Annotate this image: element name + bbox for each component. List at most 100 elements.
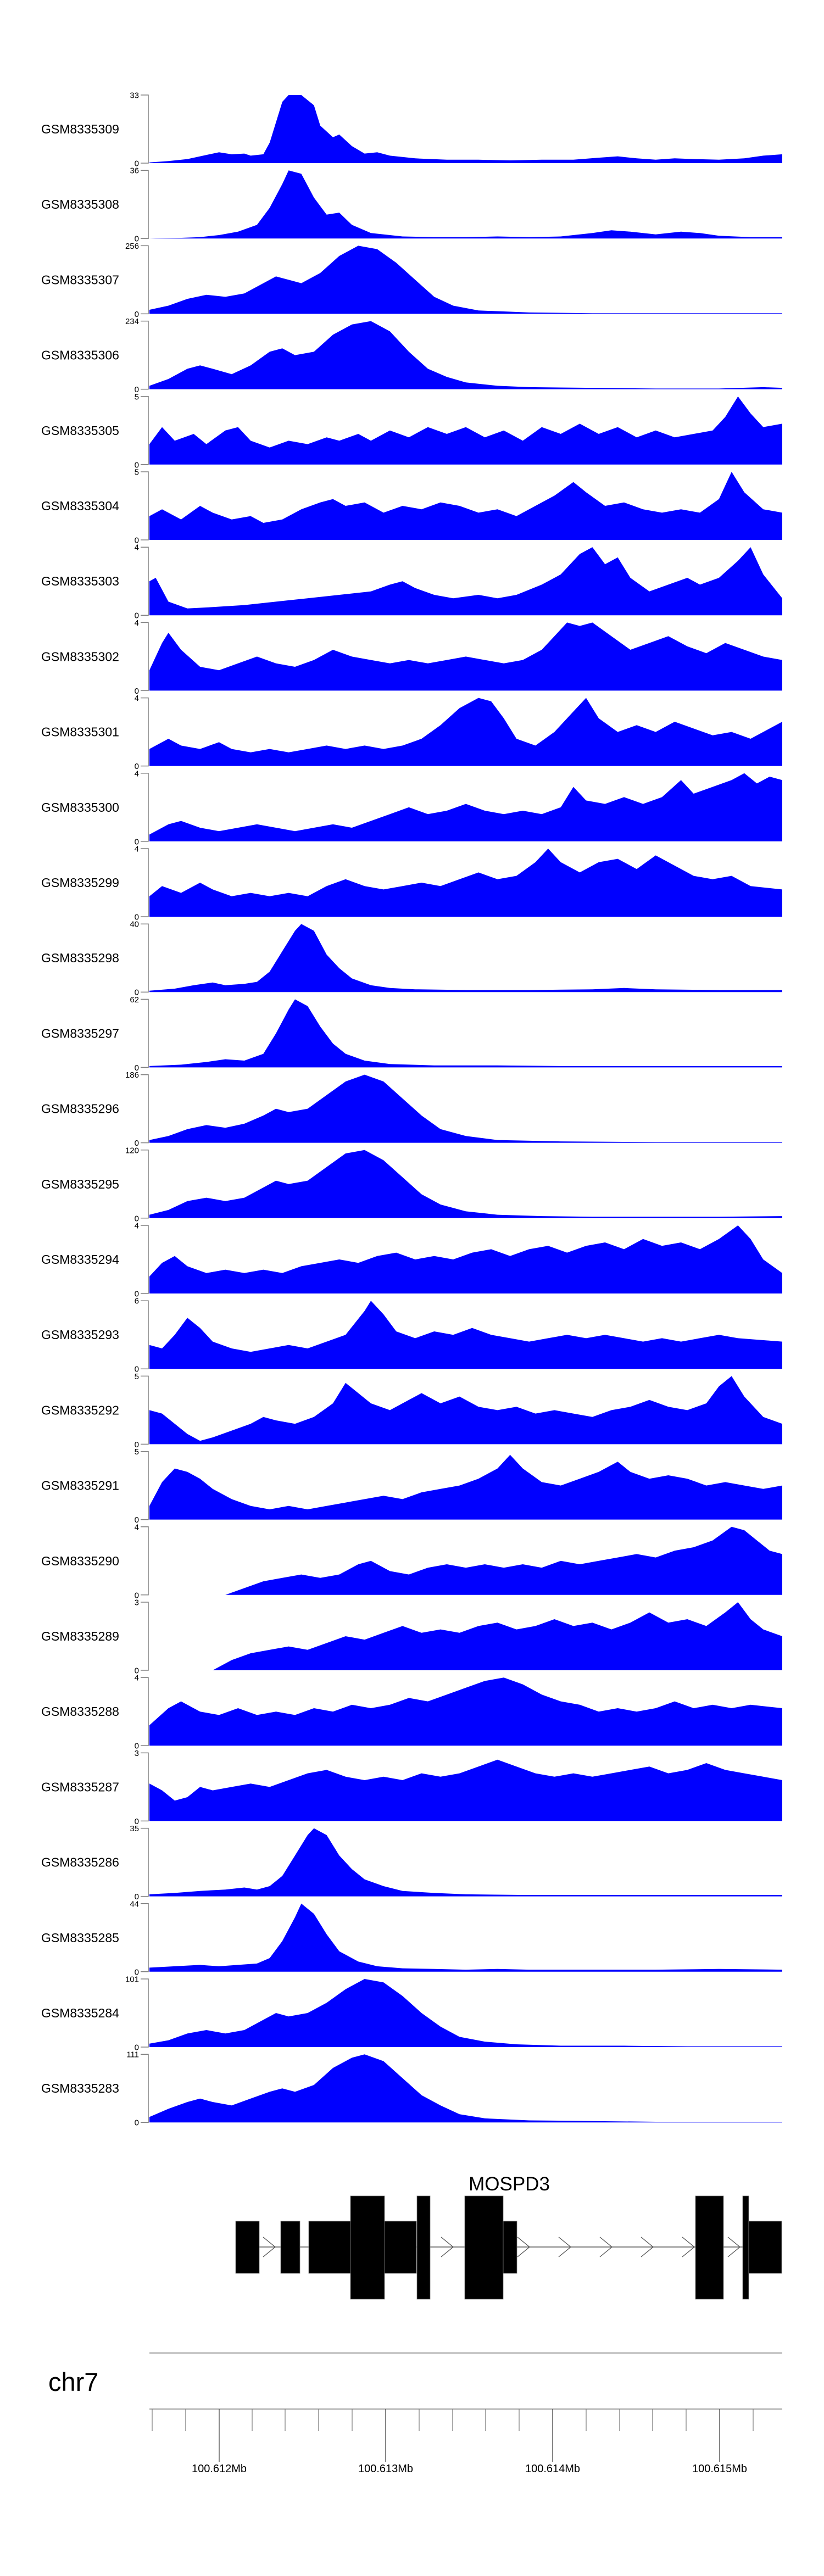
track-zero-value: 0 <box>135 2043 139 2053</box>
track-zero-value: 0 <box>135 611 139 621</box>
track-axis-bracket <box>141 320 149 390</box>
track-label: GSM8335296 <box>41 1102 119 1116</box>
gene-exon <box>503 2221 517 2274</box>
track-axis-bracket <box>141 1225 149 1294</box>
gene-exon <box>235 2221 260 2274</box>
track-zero-value: 0 <box>135 536 139 545</box>
track-zero-value: 0 <box>135 1967 139 1977</box>
track-axis-bracket <box>141 1677 149 1746</box>
track-zero-value: 0 <box>135 913 139 922</box>
ruler-tick-label: 100.612Mb <box>192 2463 247 2475</box>
track-max-value: 4 <box>135 618 139 628</box>
coverage-area <box>149 170 782 239</box>
coverage-area <box>149 1301 782 1369</box>
track-max-value: 6 <box>135 1297 139 1306</box>
track-label: GSM8335305 <box>41 423 119 438</box>
track-zero-value: 0 <box>135 1290 139 1299</box>
track-axis-bracket <box>141 773 149 842</box>
track-axis-bracket <box>141 999 149 1068</box>
gene-exon <box>350 2195 385 2300</box>
coverage-area <box>149 1225 782 1293</box>
track-axis-bracket <box>141 1375 149 1445</box>
track-max-value: 4 <box>135 543 139 553</box>
track-zero-value: 0 <box>135 1214 139 1223</box>
coverage-area <box>149 999 782 1068</box>
track-label: GSM8335289 <box>41 1629 119 1643</box>
track-axis-bracket <box>141 471 149 540</box>
track-label: GSM8335286 <box>41 1855 119 1870</box>
coverage-area <box>149 1150 782 1218</box>
track-label: GSM8335302 <box>41 649 119 663</box>
track-max-value: 256 <box>125 242 139 251</box>
track-max-value: 4 <box>135 1523 139 1532</box>
track-label: GSM8335283 <box>41 2081 119 2095</box>
track-label: GSM8335285 <box>41 1931 119 1945</box>
track-label: GSM8335291 <box>41 1479 119 1493</box>
coverage-area <box>149 924 782 993</box>
track-max-value: 36 <box>130 166 139 176</box>
gene-exon <box>280 2221 300 2274</box>
ruler-tick-label: 100.613Mb <box>358 2463 413 2475</box>
track-label: GSM8335294 <box>41 1252 119 1267</box>
track-zero-value: 0 <box>135 1440 139 1449</box>
track-max-value: 120 <box>125 1146 139 1155</box>
track-zero-value: 0 <box>135 310 139 319</box>
intron-arrow-icon <box>599 2237 613 2257</box>
coverage-area <box>149 1759 782 1821</box>
track-label: GSM8335297 <box>41 1026 119 1040</box>
track-label: GSM8335290 <box>41 1554 119 1568</box>
track-axis-bracket <box>141 1150 149 1219</box>
track-label: GSM8335308 <box>41 197 119 211</box>
track-zero-value: 0 <box>135 1591 139 1600</box>
gene-exon <box>416 2195 431 2300</box>
track-max-value: 234 <box>125 317 139 326</box>
track-axis-bracket <box>141 94 149 164</box>
track-max-value: 5 <box>135 1372 139 1381</box>
coverage-area <box>149 396 782 465</box>
intron-arrow-icon <box>727 2237 741 2257</box>
intron-arrow-icon <box>441 2237 454 2257</box>
track-zero-value: 0 <box>135 460 139 470</box>
track-label: GSM8335306 <box>41 348 119 363</box>
track-max-value: 186 <box>125 1070 139 1080</box>
track-label: GSM8335301 <box>41 725 119 739</box>
track-zero-value: 0 <box>135 1666 139 1676</box>
track-axis-bracket <box>141 1074 149 1144</box>
track-max-value: 44 <box>130 1899 139 1909</box>
coverage-area <box>149 1979 782 2047</box>
gene-exon <box>748 2221 782 2274</box>
track-axis-bracket <box>141 697 149 767</box>
ruler-tick-label: 100.614Mb <box>525 2463 580 2475</box>
coverage-area <box>149 849 782 917</box>
coverage-area <box>149 1602 782 1670</box>
track-max-value: 4 <box>135 845 139 854</box>
track-label: GSM8335299 <box>41 876 119 890</box>
track-label: GSM8335300 <box>41 800 119 815</box>
track-max-value: 101 <box>125 1975 139 1984</box>
track-max-value: 3 <box>135 1598 139 1608</box>
track-zero-value: 0 <box>135 235 139 244</box>
track-max-value: 3 <box>135 1749 139 1758</box>
track-max-value: 62 <box>130 995 139 1005</box>
gene-exon <box>695 2195 724 2300</box>
track-label: GSM8335293 <box>41 1328 119 1342</box>
track-axis-bracket <box>141 547 149 616</box>
track-zero-value: 0 <box>135 762 139 771</box>
coverage-area <box>149 547 782 616</box>
coverage-area <box>149 1828 782 1897</box>
gene-exon <box>464 2195 504 2300</box>
coverage-area <box>149 1677 782 1746</box>
track-max-value: 5 <box>135 392 139 402</box>
track-label: GSM8335309 <box>41 122 119 136</box>
track-label: GSM8335288 <box>41 1704 119 1719</box>
intron-arrow-icon <box>682 2237 695 2257</box>
track-zero-value: 0 <box>135 2118 139 2128</box>
chromosome-label: chr7 <box>48 2367 99 2396</box>
track-zero-value: 0 <box>135 687 139 696</box>
track-zero-value: 0 <box>135 159 139 169</box>
track-label: GSM8335298 <box>41 951 119 965</box>
track-axis-bracket <box>141 1978 149 2048</box>
intron-arrow-icon <box>263 2237 276 2257</box>
intron-arrow-icon <box>558 2237 572 2257</box>
